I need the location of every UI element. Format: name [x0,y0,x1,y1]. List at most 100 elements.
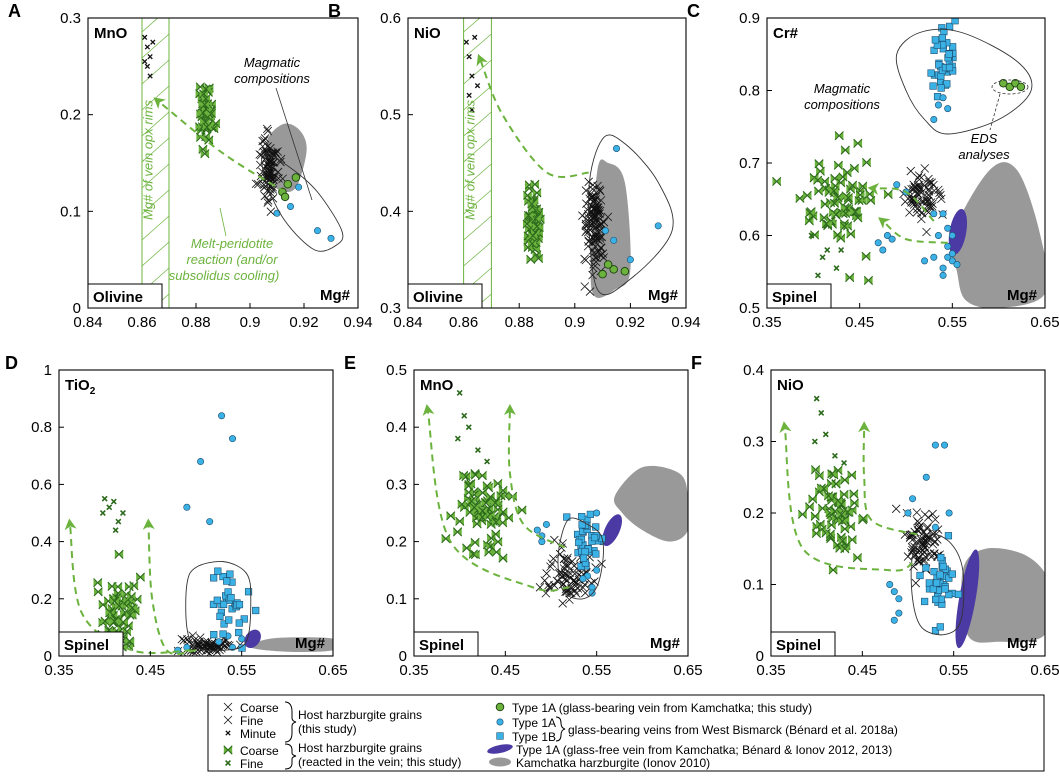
trend-arrow [858,421,871,433]
x-tick-label: 0.94 [671,314,700,331]
annotation-reaction: reaction (and/or [186,252,278,267]
point-blue-circle [542,520,550,528]
point-cross [905,533,915,542]
series-blue-circle [874,181,961,279]
point-green-cross [795,193,805,203]
mineral-label: Olivine [413,289,463,306]
point-blue-square [929,585,937,593]
point-blue-square [209,600,218,609]
plot-frame [407,17,687,309]
point-green-cross [481,498,491,508]
point-blue-circle [295,183,303,191]
point-blue-square [945,63,954,72]
point-green-cross [823,491,834,501]
point-green-cross [814,159,824,169]
point-green-cross [808,494,818,504]
y-tick-label: 0 [44,648,52,665]
point-cross [188,631,197,640]
point-cross [595,186,605,196]
point-cross [588,263,598,273]
point-cross [919,527,929,537]
point-blue-square [943,80,951,88]
point-blue-square [936,571,944,579]
point-cross [581,255,591,265]
point-green-cross [446,511,456,521]
series-blue-circle [601,145,662,264]
point-cross [584,177,593,187]
point-blue-square [240,615,248,623]
vein-hatch [464,0,492,6]
point-blue-square [581,548,589,556]
vein-hatch [141,215,170,241]
point-cross [201,646,211,656]
plot-frame [58,369,334,657]
point-cross [906,166,916,176]
point-cross [593,203,603,213]
point-cross [936,194,946,204]
point-cross [910,183,920,192]
point-blue-square [927,69,935,77]
point-green-cross [814,471,824,481]
point-cross [917,188,926,198]
point-cross [925,201,935,211]
point-green-cross [533,253,544,264]
point-green-small-cross [112,527,119,534]
point-green-cross [853,138,863,148]
y-tick-label: 0.4 [380,203,401,220]
point-green-cross [470,470,481,480]
glass-free-field [602,514,623,547]
point-blue-circle [893,181,901,189]
point-green-cross [861,251,871,261]
point-green-cross [821,219,831,229]
vein-hatch [463,215,492,241]
point-green-cross [854,196,864,206]
annotation-reaction: Melt-peridotite [191,236,273,251]
point-blue-circle [939,94,947,102]
point-cross [267,173,276,183]
point-blue-circle [883,232,891,240]
point-blue-circle [612,145,620,153]
point-blue-circle [601,227,609,235]
reaction-trend [783,427,914,572]
point-green-cross [468,549,478,559]
point-green-cross [486,541,496,551]
point-small-cross [147,54,153,60]
point-blue-circle [626,256,634,264]
point-green-cross [845,272,855,283]
point-cross [276,154,286,164]
x-axis-label: Mg# [1007,287,1038,304]
point-blue-circle [931,523,939,531]
annotation-eds: EDS [971,131,998,146]
vein-hatch [463,33,492,59]
trend-arrow [64,518,77,531]
point-green-cross [843,193,853,203]
reaction-trend [157,100,286,193]
trend-arrow [153,97,166,109]
point-blue-square [586,510,594,518]
point-green-circle [291,173,301,182]
point-green-cross [833,160,843,170]
point-green-cross [813,175,823,185]
point-cross [592,215,602,225]
glass-free-field [948,208,968,255]
y-tick-label: 0.6 [380,10,401,27]
y-tick-label: 0.1 [60,203,81,220]
point-green-cross [805,502,815,512]
point-cross [924,174,933,184]
point-green-cross [833,230,843,240]
x-axis-label: Mg# [648,287,679,304]
point-green-cross [772,176,782,187]
x-tick-label: 0.94 [343,314,372,331]
point-green-cross [840,524,850,534]
point-blue-square [575,538,583,547]
point-blue-square [210,574,218,582]
point-cross [546,562,555,571]
panel-letter: F [691,353,702,373]
vein-hatch [141,18,159,33]
y-tick-label: 0.5 [380,107,401,124]
point-green-cross [465,507,475,517]
point-cross [582,199,591,208]
vein-hatch [463,59,492,85]
x-tick-label: 0.45 [491,662,520,679]
